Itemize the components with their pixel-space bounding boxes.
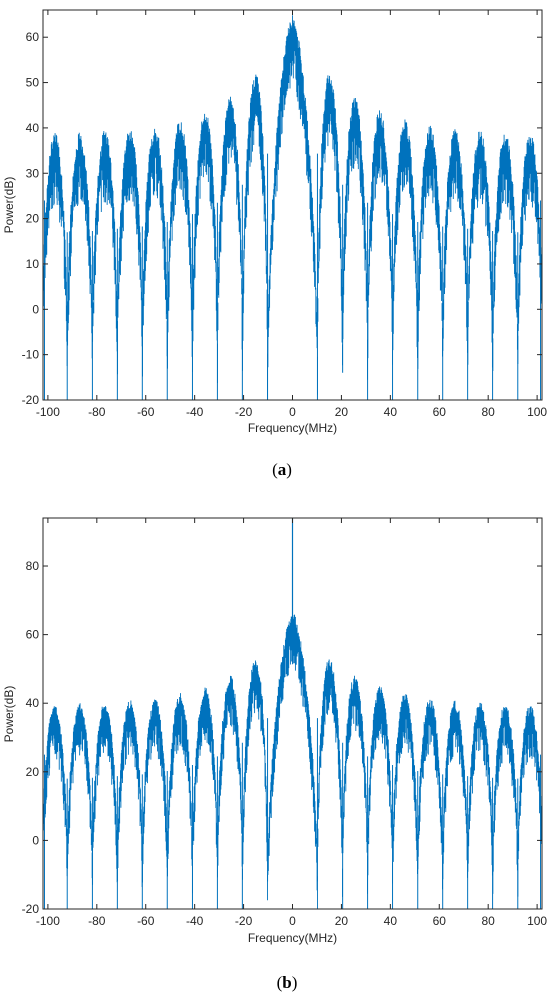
y-tick-label: -20 [22, 902, 40, 916]
x-tick-label: -40 [186, 405, 204, 419]
chart-panel-a: -100 -80 -60 -40 -20 0 20 40 60 80 100 -20-1001020… [2, 9, 547, 479]
x-tick-label: -40 [186, 914, 204, 928]
x-tick-label: 40 [384, 914, 398, 928]
x-axis-label-b: Frequency(MHz) [248, 931, 337, 945]
y-tick-label: 20 [26, 212, 40, 226]
y-tick-label: 40 [26, 696, 40, 710]
x-tick-label: 60 [433, 405, 447, 419]
y-tick-label: 20 [26, 765, 40, 779]
x-tick-label: -20 [235, 914, 253, 928]
x-tick-label: -100 [36, 914, 60, 928]
x-tick-label: 80 [482, 405, 496, 419]
spectrum-series-a [42, 15, 543, 400]
panel-caption-b: (b) [277, 973, 298, 992]
spectrum-series-b [42, 518, 543, 909]
y-tick-label: -10 [22, 348, 40, 362]
y-tick-label: -20 [22, 393, 40, 407]
x-tick-label: -20 [235, 405, 253, 419]
y-tick-label: 30 [26, 166, 40, 180]
y-tick-label: 40 [26, 121, 40, 135]
y-ticks-a: -20 -10 0 10 20 30 40 50 60 [22, 30, 542, 407]
x-tick-label: -60 [137, 914, 155, 928]
x-tick-label: 0 [289, 914, 296, 928]
x-tick-label: 100 [527, 405, 547, 419]
x-tick-label: -80 [88, 914, 106, 928]
x-tick-label: 20 [335, 914, 349, 928]
x-tick-label: 40 [384, 405, 398, 419]
x-tick-label: 60 [433, 914, 447, 928]
plot-area-a [43, 10, 542, 400]
y-axis-label-b: Power(dB) [2, 686, 16, 743]
x-tick-label: 20 [335, 405, 349, 419]
x-tick-label: 80 [482, 914, 496, 928]
chart-panel-b: -100 -80 -60 -40 -20 0 20 40 60 80 100 -20 0 20 40 60 8… [2, 517, 547, 992]
y-tick-label: 0 [32, 833, 39, 847]
y-ticks-b: -20 0 20 40 60 80 [22, 559, 542, 916]
x-tick-label: 0 [289, 405, 296, 419]
x-axis-label-a: Frequency(MHz) [248, 421, 337, 435]
y-tick-label: 10 [26, 257, 40, 271]
y-tick-label: 60 [26, 30, 40, 44]
x-ticks-b: -100 -80 -60 -40 -20 0 20 40 60 80 100 [36, 518, 547, 928]
x-tick-label: 100 [527, 914, 547, 928]
y-axis-label-a: Power(dB) [2, 177, 16, 234]
y-tick-label: 0 [32, 302, 39, 316]
y-tick-label: 80 [26, 559, 40, 573]
x-ticks-a: -100 -80 -60 -40 -20 0 20 40 60 80 100 [36, 10, 547, 419]
x-tick-label: -100 [36, 405, 60, 419]
x-tick-label: -80 [88, 405, 106, 419]
y-tick-label: 50 [26, 76, 40, 90]
x-tick-label: -60 [137, 405, 155, 419]
y-tick-label: 60 [26, 628, 40, 642]
panel-caption-a: (a) [272, 460, 292, 479]
